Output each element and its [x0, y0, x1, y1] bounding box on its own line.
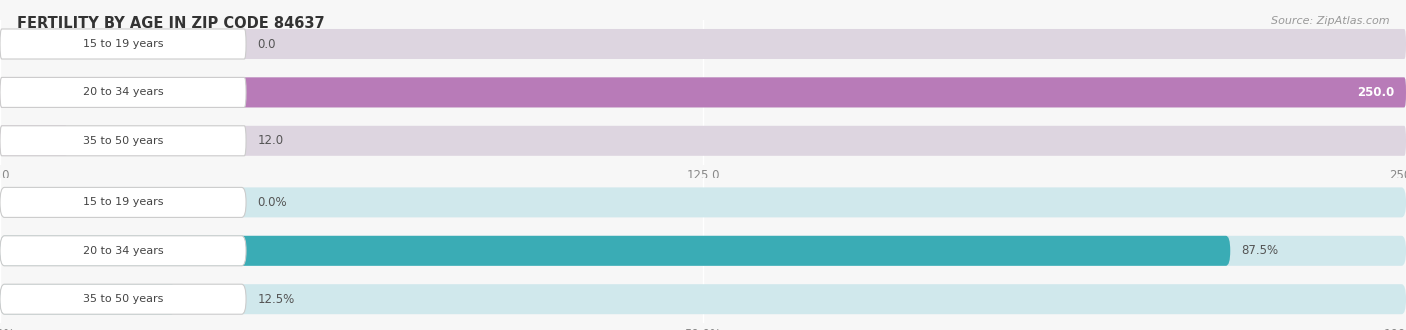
Text: 35 to 50 years: 35 to 50 years — [83, 136, 163, 146]
FancyBboxPatch shape — [0, 126, 1406, 156]
FancyBboxPatch shape — [0, 78, 1406, 107]
Text: 0.0: 0.0 — [257, 38, 276, 50]
Text: 35 to 50 years: 35 to 50 years — [83, 294, 163, 304]
FancyBboxPatch shape — [0, 284, 1406, 314]
FancyBboxPatch shape — [0, 236, 1406, 266]
FancyBboxPatch shape — [0, 78, 1406, 107]
Text: 87.5%: 87.5% — [1241, 244, 1278, 257]
FancyBboxPatch shape — [0, 236, 1230, 266]
FancyBboxPatch shape — [0, 126, 67, 156]
FancyBboxPatch shape — [0, 78, 246, 107]
Text: 15 to 19 years: 15 to 19 years — [83, 39, 163, 49]
Text: 20 to 34 years: 20 to 34 years — [83, 246, 163, 256]
Text: 250.0: 250.0 — [1358, 86, 1395, 99]
Text: 15 to 19 years: 15 to 19 years — [83, 197, 163, 207]
Text: FERTILITY BY AGE IN ZIP CODE 84637: FERTILITY BY AGE IN ZIP CODE 84637 — [17, 16, 325, 31]
FancyBboxPatch shape — [0, 29, 1406, 59]
Text: 12.5%: 12.5% — [257, 293, 294, 306]
FancyBboxPatch shape — [0, 187, 1406, 217]
Text: 20 to 34 years: 20 to 34 years — [83, 87, 163, 97]
FancyBboxPatch shape — [0, 284, 176, 314]
Text: Source: ZipAtlas.com: Source: ZipAtlas.com — [1271, 16, 1389, 26]
FancyBboxPatch shape — [0, 187, 246, 217]
FancyBboxPatch shape — [0, 29, 246, 59]
FancyBboxPatch shape — [0, 236, 246, 266]
FancyBboxPatch shape — [0, 284, 246, 314]
Text: 12.0: 12.0 — [257, 134, 284, 147]
Text: 0.0%: 0.0% — [257, 196, 287, 209]
FancyBboxPatch shape — [0, 126, 246, 156]
